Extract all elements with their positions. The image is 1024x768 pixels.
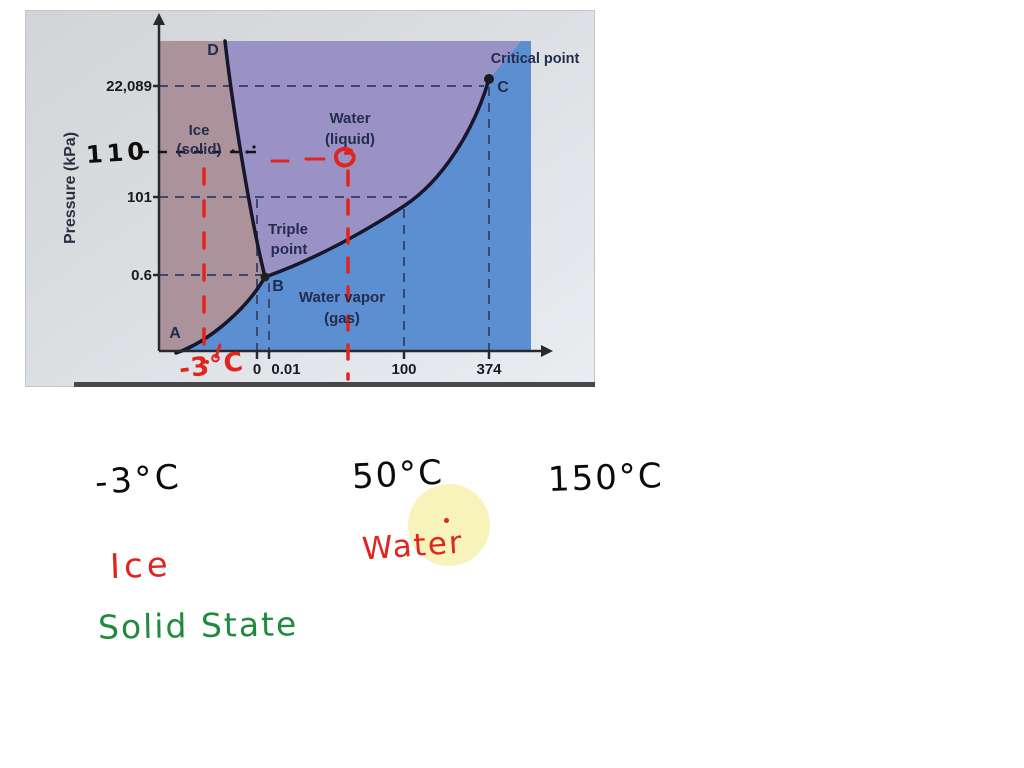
red-ink-dot <box>205 360 209 364</box>
yellow-highlight-circle <box>408 484 490 566</box>
y-tick-22089: 22,089 <box>106 78 152 95</box>
phase-boundaries <box>174 39 491 355</box>
water-region-label: Water <box>329 110 371 127</box>
water-region-sublabel: (liquid) <box>325 131 375 148</box>
triple-point-label-line1: Triple <box>267 221 308 238</box>
ice-region-sublabel: (solid) <box>176 141 222 158</box>
gas-region <box>179 41 531 351</box>
red-ink <box>202 147 356 381</box>
note-ice: Ice <box>109 544 173 588</box>
point-a-label: A <box>169 325 181 342</box>
triple-point-label-line2: point <box>270 241 308 258</box>
liquid-region <box>225 41 521 277</box>
note-temp-150c: 150°C <box>547 455 665 501</box>
x-axis-arrowhead <box>541 345 553 357</box>
photo-bottom-edge <box>74 382 595 387</box>
sublimation-curve <box>174 275 267 355</box>
y-axis-label: Pressure (kPa) <box>62 131 79 245</box>
fusion-curve <box>223 39 267 279</box>
vapor-region-sublabel: (gas) <box>324 310 360 327</box>
phase-diagram-figure: Pressure (kPa) 22,089 101 0.6 0 0.01 100… <box>25 10 595 387</box>
dashed-guides <box>159 85 490 351</box>
handwritten-pressure-110: 110 <box>85 136 150 170</box>
note-solid-state: Solid State <box>97 604 299 647</box>
note-temp-50c: 50°C <box>351 452 445 498</box>
x-tick-0.01: 0.01 <box>271 361 301 378</box>
x-tick-100: 100 <box>391 361 417 378</box>
y-tick-101: 101 <box>126 189 152 206</box>
axes <box>153 21 543 359</box>
note-water: Water <box>360 524 465 568</box>
triple-point-dot <box>260 272 270 282</box>
x-tick-0: 0 <box>252 361 262 378</box>
y-axis-arrowhead <box>153 13 165 25</box>
critical-point-dot <box>484 74 494 84</box>
point-c-label: C <box>497 79 509 96</box>
critical-point-label: Critical point <box>490 51 580 67</box>
y-tick-0.6: 0.6 <box>131 267 152 284</box>
vapor-region-label: Water vapor <box>298 289 386 306</box>
phase-diagram-canvas <box>140 13 553 381</box>
vaporization-curve <box>263 77 491 279</box>
ice-region-label: Ice <box>188 122 210 139</box>
point-d-label: D <box>207 42 219 59</box>
red-scribble-point <box>333 147 356 168</box>
note-temp-minus3c: -3°C <box>93 457 183 503</box>
x-tick-374: 374 <box>476 361 502 378</box>
point-b-label: B <box>272 278 284 295</box>
leader-dots <box>231 145 256 154</box>
red-cursor-dot <box>444 518 449 523</box>
